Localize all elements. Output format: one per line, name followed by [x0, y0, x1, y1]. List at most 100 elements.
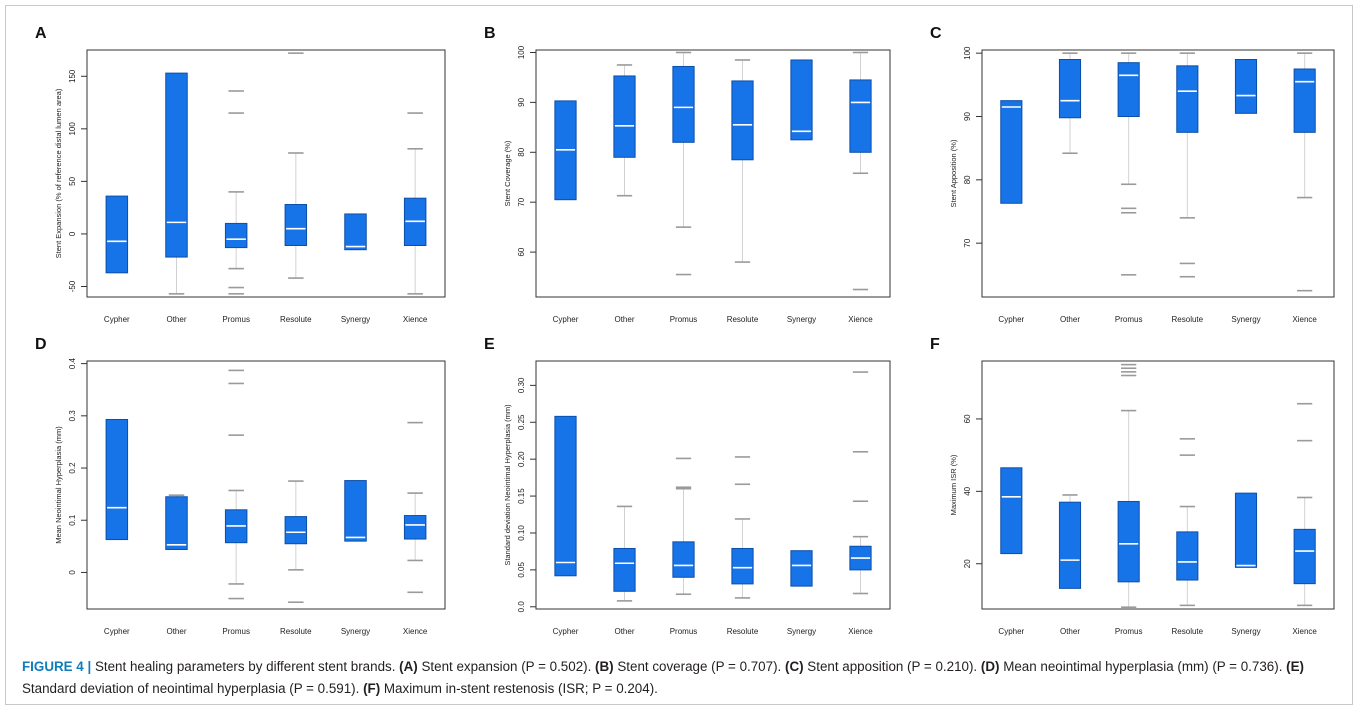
plot-frame-d	[86, 360, 446, 610]
x-tick-label-a: Resolute	[280, 315, 312, 324]
box-e	[672, 541, 695, 578]
y-tick-label-c: 100	[963, 46, 972, 60]
x-tick-label-e: Resolute	[727, 627, 759, 636]
x-tick-label-c: Synergy	[1231, 315, 1260, 324]
box-c	[1176, 65, 1199, 133]
y-tick-label-e: 0.15	[517, 488, 526, 504]
x-tick-label-e: Synergy	[787, 627, 816, 636]
caption-part-c: Stent apposition (P = 0.210).	[803, 659, 981, 674]
caption-part-a: Stent expansion (P = 0.502).	[417, 659, 596, 674]
box-f	[1000, 467, 1023, 555]
y-tick-label-a: 150	[68, 69, 77, 83]
x-tick-label-a: Cypher	[104, 315, 130, 324]
y-tick-label-a: 50	[68, 176, 77, 185]
caption-intro: Stent healing parameters by different st…	[91, 659, 400, 674]
x-tick-label-b: Promus	[670, 315, 698, 324]
y-tick-label-c: 90	[963, 112, 972, 121]
box-a	[344, 213, 367, 251]
box-d	[344, 480, 367, 542]
plot-frame-b	[535, 49, 891, 298]
y-tick-label-e: 0.20	[517, 451, 526, 467]
panel-label-d: D	[35, 336, 47, 353]
y-axis-label-e: Standard deviation Neointimal Hyperplasi…	[503, 404, 512, 566]
x-tick-label-d: Resolute	[280, 627, 312, 636]
y-tick-label-b: 70	[517, 197, 526, 206]
caption-label: FIGURE 4 |	[22, 659, 92, 674]
figure-caption: FIGURE 4 | Stent healing parameters by d…	[22, 656, 1342, 700]
box-e	[613, 547, 636, 592]
x-tick-label-b: Cypher	[553, 315, 579, 324]
caption-tag-d: (D)	[980, 659, 1000, 674]
caption-part-e: Standard deviation of neointimal hyperpl…	[22, 681, 364, 696]
box-f	[1293, 528, 1316, 585]
y-tick-label-d: 0.1	[68, 514, 77, 526]
box-f	[1234, 492, 1258, 568]
y-tick-label-a: 100	[68, 122, 77, 136]
caption-part-d: Mean neointimal hyperplasia (mm) (P = 0.…	[999, 659, 1287, 674]
caption-tag-e: (E)	[1286, 659, 1304, 674]
caption-tag-b: (B)	[595, 659, 614, 674]
y-tick-label-d: 0	[68, 570, 77, 575]
box-c	[1234, 59, 1258, 114]
y-tick-label-b: 100	[517, 45, 526, 59]
box-c	[1117, 62, 1140, 117]
x-tick-label-e: Other	[614, 627, 634, 636]
x-tick-label-a: Synergy	[341, 315, 370, 324]
x-tick-label-f: Other	[1060, 627, 1080, 636]
box-b	[613, 75, 636, 158]
box-e	[554, 415, 577, 577]
y-tick-label-d: 0.4	[68, 358, 77, 370]
panel-label-c: C	[930, 25, 942, 42]
x-tick-label-a: Xience	[403, 315, 428, 324]
y-tick-label-a: -50	[68, 280, 77, 292]
panel-label-a: A	[35, 25, 47, 42]
box-d	[105, 418, 129, 541]
x-tick-label-b: Xience	[848, 315, 873, 324]
box-b	[849, 79, 872, 153]
box-b	[731, 80, 754, 161]
y-tick-label-b: 60	[517, 247, 526, 256]
y-tick-label-a: 0	[68, 231, 77, 236]
y-axis-label-c: Stent Apposition (%)	[949, 139, 958, 207]
x-tick-label-f: Synergy	[1231, 627, 1260, 636]
box-a	[105, 195, 129, 274]
figure-frame	[5, 5, 1353, 705]
box-f	[1058, 501, 1082, 589]
x-tick-label-f: Promus	[1115, 627, 1143, 636]
x-tick-label-d: Promus	[222, 627, 250, 636]
panel-label-e: E	[484, 336, 495, 353]
box-c	[1058, 59, 1082, 119]
box-e	[790, 550, 813, 587]
y-tick-label-b: 90	[517, 97, 526, 106]
x-tick-label-b: Resolute	[727, 315, 759, 324]
y-tick-label-f: 40	[963, 486, 972, 495]
x-tick-label-d: Cypher	[104, 627, 130, 636]
panel-label-f: F	[930, 336, 940, 353]
x-tick-label-b: Other	[614, 315, 634, 324]
caption-part-f: Maximum in-stent restenosis (ISR; P = 0.…	[380, 681, 658, 696]
plot-frame-e	[535, 360, 891, 610]
y-axis-label-d: Mean Neointimal Hyperplasia (mm)	[54, 426, 63, 544]
y-tick-label-f: 20	[963, 559, 972, 568]
caption-tag-f: (F)	[363, 681, 381, 696]
box-c	[1000, 100, 1023, 204]
box-e	[731, 547, 754, 585]
caption-tag-c: (C)	[784, 659, 804, 674]
x-tick-label-e: Xience	[848, 627, 873, 636]
y-tick-label-d: 0.2	[68, 462, 77, 474]
x-tick-label-a: Other	[166, 315, 186, 324]
box-a	[284, 204, 308, 246]
box-b	[672, 65, 695, 143]
panel-label-b: B	[484, 25, 496, 42]
box-f	[1176, 531, 1199, 581]
box-d	[284, 516, 308, 545]
x-tick-label-e: Cypher	[553, 627, 579, 636]
x-tick-label-d: Synergy	[341, 627, 370, 636]
y-tick-label-e: 0.0	[517, 601, 526, 613]
x-tick-label-d: Other	[166, 627, 186, 636]
box-a	[165, 72, 188, 258]
box-d	[165, 496, 188, 550]
y-tick-label-e: 0.25	[517, 414, 526, 430]
plot-frame-f	[981, 360, 1335, 610]
